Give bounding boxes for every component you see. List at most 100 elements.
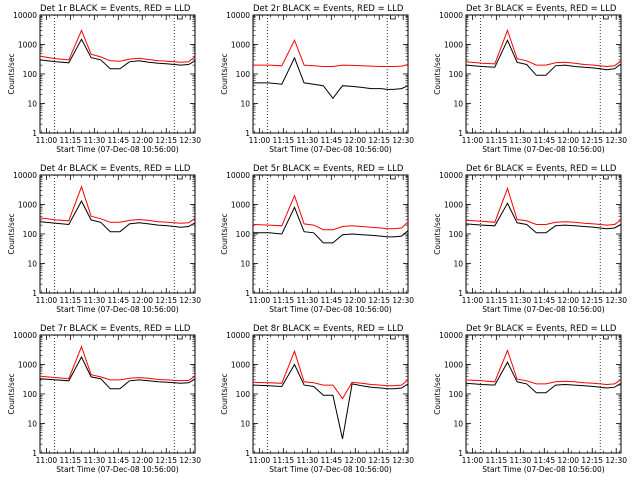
y-tick-label: 1000 xyxy=(444,201,463,210)
y-tick-label: 1000 xyxy=(18,361,37,370)
series-line-lld xyxy=(252,194,409,231)
y-axis-label: Counts/sec xyxy=(7,53,16,94)
series-line-events xyxy=(465,38,622,76)
x-tick-label: 11:00 xyxy=(249,136,271,145)
x-axis-label: Start Time (07-Dec-08 10:56:00) xyxy=(482,145,604,154)
x-tick-label: 11:00 xyxy=(462,456,484,465)
series-line-events xyxy=(253,206,409,244)
y-tick-label: 1 xyxy=(32,289,37,298)
y-tick-label: 100 xyxy=(23,230,38,239)
x-tick-label: 12:15 xyxy=(368,456,390,465)
y-tick-label: 1 xyxy=(245,289,250,298)
chart-title: Det 2r BLACK = Events, RED = LLD xyxy=(253,4,404,14)
x-tick-label: 12:15 xyxy=(581,296,603,305)
y-tick-label: 10000 xyxy=(226,11,250,20)
chart-panel-9: Det 9r BLACK = Events, RED = LLD 1 10 100 10… xyxy=(433,324,627,474)
x-tick-label: 11:00 xyxy=(249,456,271,465)
x-tick-label: 12:00 xyxy=(557,296,579,305)
x-tick-label: 11:30 xyxy=(84,296,106,305)
y-tick-label: 1 xyxy=(32,449,37,458)
x-tick-label: 12:00 xyxy=(344,136,366,145)
x-tick-label: 11:30 xyxy=(297,296,319,305)
x-tick-label: 11:45 xyxy=(107,296,129,305)
x-tick-label: 12:15 xyxy=(368,136,390,145)
y-tick-label: 100 xyxy=(236,390,251,399)
plot-frame xyxy=(252,334,409,454)
y-tick-label: 10 xyxy=(453,100,463,109)
plot-frame xyxy=(465,174,622,294)
x-tick-label: 11:00 xyxy=(36,456,58,465)
chart-panel-3: Det 3r BLACK = Events, RED = LLD 1 10 100 10… xyxy=(433,4,627,154)
series-line-lld xyxy=(39,185,196,224)
y-tick-label: 10 xyxy=(27,260,37,269)
y-tick-label: 100 xyxy=(449,230,464,239)
x-tick-label: 11:45 xyxy=(533,456,555,465)
x-tick-label: 11:15 xyxy=(486,296,508,305)
chart-title: Det 9r BLACK = Events, RED = LLD xyxy=(466,324,617,334)
x-tick-label: 12:30 xyxy=(392,136,414,145)
x-tick-label: 12:30 xyxy=(179,136,201,145)
x-tick-label: 11:00 xyxy=(36,296,58,305)
y-tick-label: 100 xyxy=(23,390,38,399)
y-axis-label: Counts/sec xyxy=(433,53,442,94)
x-axis-label: Start Time (07-Dec-08 10:56:00) xyxy=(482,305,604,314)
y-tick-label: 100 xyxy=(236,70,251,79)
x-tick-label: 11:15 xyxy=(60,456,82,465)
series-line-events xyxy=(465,202,622,234)
interval-bracket xyxy=(390,176,396,180)
y-tick-label: 10000 xyxy=(13,171,37,180)
plot-frame xyxy=(252,174,409,294)
y-tick-label: 100 xyxy=(449,70,464,79)
plot-frame xyxy=(39,174,196,294)
x-tick-label: 11:45 xyxy=(320,136,342,145)
y-tick-label: 10 xyxy=(27,420,37,429)
plot-frame xyxy=(39,334,196,454)
x-tick-label: 11:30 xyxy=(297,456,319,465)
x-tick-label: 11:30 xyxy=(510,456,532,465)
x-tick-label: 12:15 xyxy=(368,296,390,305)
series-line-events xyxy=(39,355,196,390)
y-axis-label: Counts/sec xyxy=(433,213,442,254)
chart-title: Det 3r BLACK = Events, RED = LLD xyxy=(466,4,617,14)
x-tick-label: 12:30 xyxy=(392,456,414,465)
x-tick-label: 11:15 xyxy=(60,296,82,305)
y-tick-label: 10 xyxy=(27,100,37,109)
plot-frame xyxy=(465,334,622,454)
y-tick-label: 100 xyxy=(236,230,251,239)
series-line-lld xyxy=(252,349,409,400)
x-tick-label: 11:15 xyxy=(273,136,295,145)
x-tick-label: 12:30 xyxy=(179,296,201,305)
x-axis-label: Start Time (07-Dec-08 10:56:00) xyxy=(482,465,604,474)
y-tick-label: 1000 xyxy=(18,201,37,210)
y-axis-label: Counts/sec xyxy=(220,373,229,414)
chart-title: Det 8r BLACK = Events, RED = LLD xyxy=(253,324,404,334)
x-tick-label: 11:45 xyxy=(533,136,555,145)
y-tick-label: 10000 xyxy=(439,331,463,340)
chart-title: Det 5r BLACK = Events, RED = LLD xyxy=(253,164,404,174)
series-line-lld xyxy=(39,345,196,382)
chart-panel-6: Det 6r BLACK = Events, RED = LLD 1 10 100 10… xyxy=(433,164,627,314)
y-tick-label: 1 xyxy=(458,129,463,138)
y-tick-label: 10000 xyxy=(439,11,463,20)
x-tick-label: 12:00 xyxy=(557,456,579,465)
y-tick-label: 1 xyxy=(458,289,463,298)
interval-bracket xyxy=(603,176,609,180)
y-tick-label: 10000 xyxy=(13,11,37,20)
x-tick-label: 12:15 xyxy=(155,296,177,305)
y-tick-label: 1000 xyxy=(231,41,250,50)
x-tick-label: 11:00 xyxy=(462,136,484,145)
chart-title: Det 6r BLACK = Events, RED = LLD xyxy=(466,164,617,174)
x-tick-label: 12:15 xyxy=(155,456,177,465)
y-tick-label: 1000 xyxy=(18,41,37,50)
x-tick-label: 11:30 xyxy=(84,456,106,465)
chart-panel-1: Det 1r BLACK = Events, RED = LLD 1 10 100 10… xyxy=(7,4,201,154)
x-tick-label: 12:15 xyxy=(581,136,603,145)
series-line-events xyxy=(39,38,196,70)
x-tick-label: 11:30 xyxy=(510,136,532,145)
x-tick-label: 11:30 xyxy=(297,136,319,145)
x-axis-label: Start Time (07-Dec-08 10:56:00) xyxy=(269,465,391,474)
interval-bracket xyxy=(603,336,609,340)
x-tick-label: 11:30 xyxy=(510,296,532,305)
y-tick-label: 10 xyxy=(240,100,250,109)
y-tick-label: 1000 xyxy=(231,361,250,370)
